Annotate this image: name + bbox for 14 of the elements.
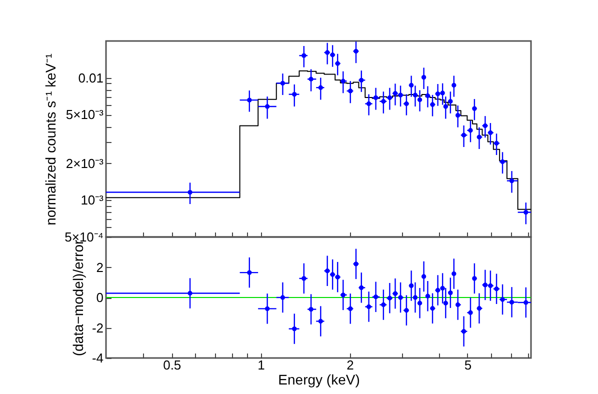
y-tick-label: 0.01	[78, 70, 104, 86]
y-axis-title: normalized counts s⁻¹ keV⁻¹	[42, 53, 59, 226]
y-tick-label: 0	[96, 290, 104, 305]
y-tick-label: -4	[92, 350, 104, 366]
y-tick-label: 5×10⁻³	[66, 107, 104, 122]
x-tick-label: 1	[258, 358, 265, 372]
x-tick-label: 0.5	[163, 358, 182, 372]
y-tick-label: 2	[96, 260, 104, 275]
y-tick-label: -2	[92, 320, 104, 336]
x-axis-title: Energy (keV)	[278, 372, 360, 388]
y-tick-label: 2×10⁻³	[66, 156, 104, 171]
y-tick-label: 10⁻³	[80, 192, 104, 208]
x-tick-label: 2	[346, 358, 354, 372]
x-tick-label: 5	[464, 358, 472, 372]
